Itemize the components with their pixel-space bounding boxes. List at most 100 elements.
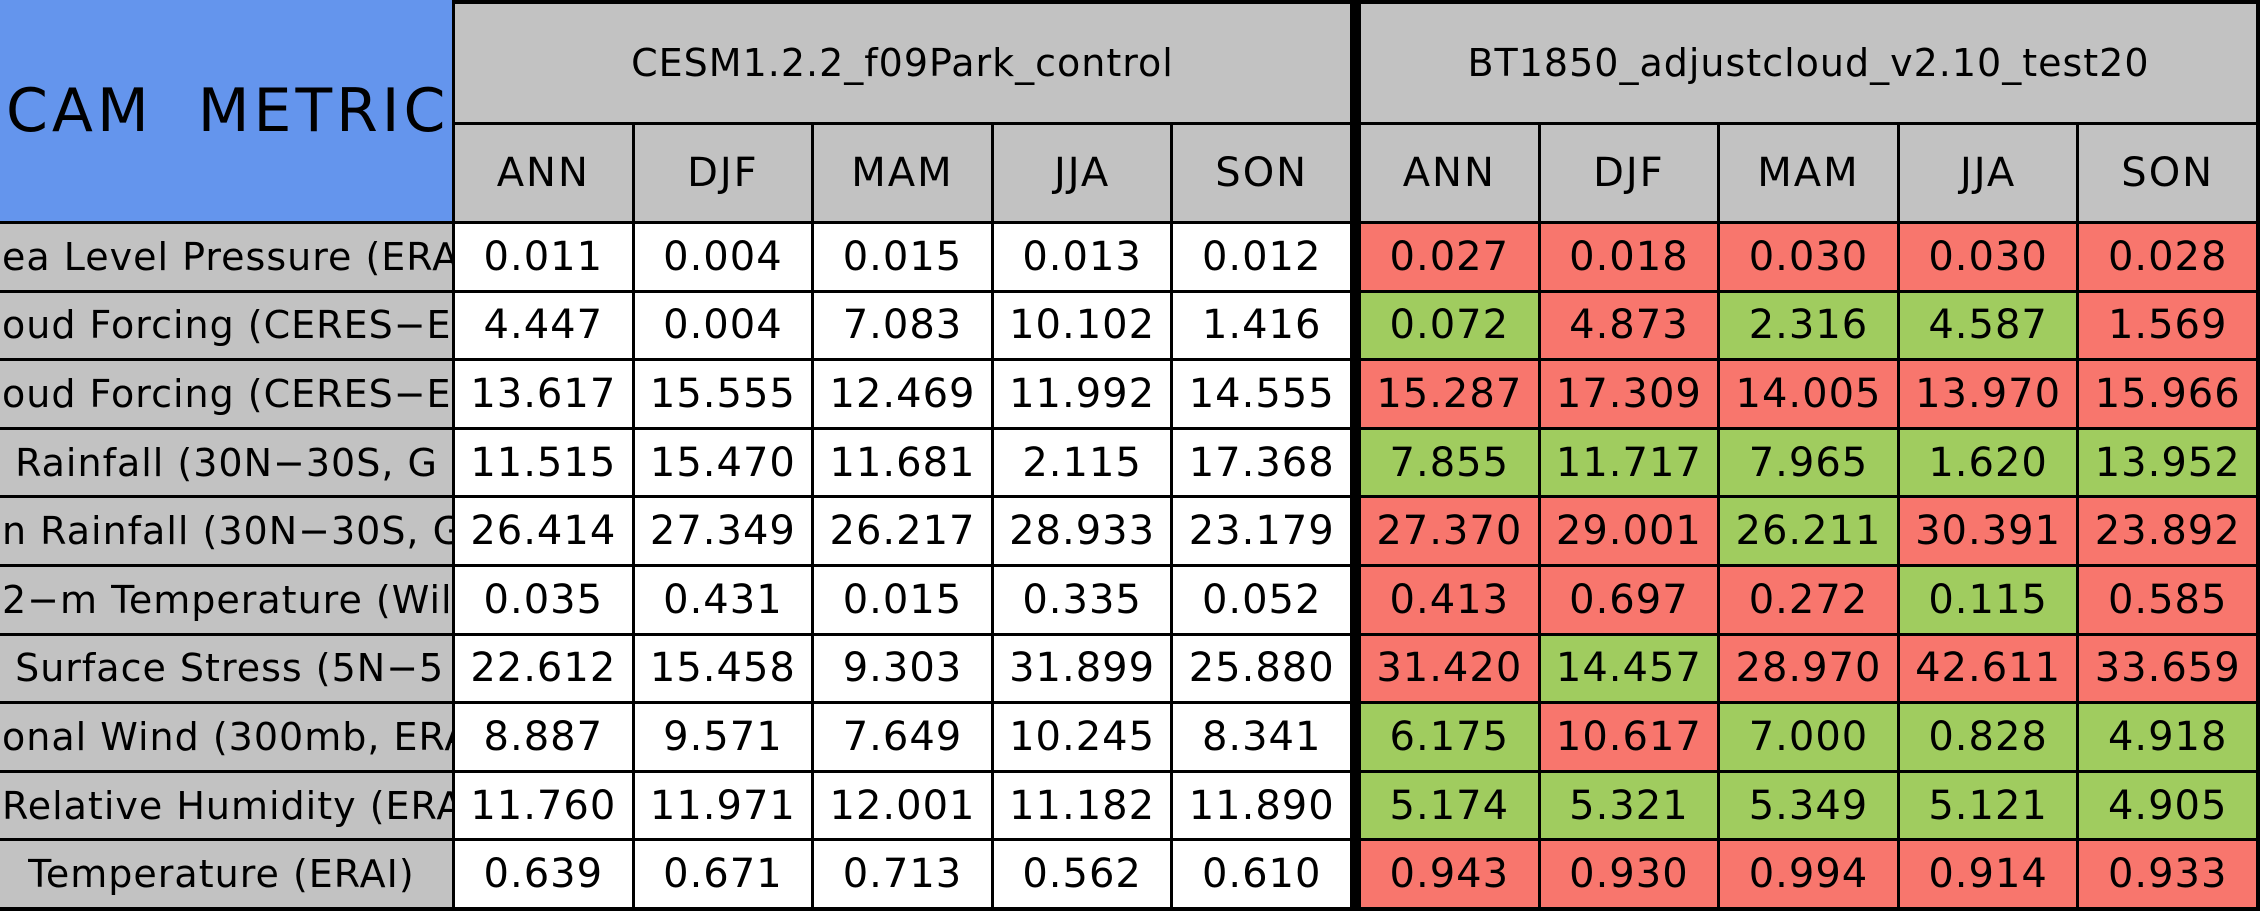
test-value-cell: 13.952 bbox=[2079, 429, 2256, 496]
control-value-cell: 0.011 bbox=[455, 224, 632, 290]
control-value-cell: 26.414 bbox=[455, 498, 632, 564]
control-value-cell: 0.335 bbox=[993, 566, 1171, 633]
metric-label: oud Forcing (CERES−E bbox=[0, 361, 452, 427]
control-value-cell: 15.555 bbox=[634, 361, 812, 427]
control-value-cell: 26.217 bbox=[814, 498, 991, 564]
test-value-cell: 33.659 bbox=[2079, 635, 2256, 702]
control-value-cell: 12.469 bbox=[814, 361, 991, 427]
model-header-control: CESM1.2.2_f09Park_control bbox=[455, 4, 1350, 122]
test-value-cell: 7.965 bbox=[1720, 429, 1897, 496]
control-value-cell: 11.515 bbox=[455, 429, 632, 496]
control-value-cell: 15.470 bbox=[634, 429, 812, 496]
test-value-cell: 0.697 bbox=[1540, 566, 1718, 633]
season-header: ANN bbox=[1361, 125, 1538, 221]
control-value-cell: 0.639 bbox=[455, 841, 632, 907]
control-value-cell: 9.303 bbox=[814, 635, 991, 702]
metric-label: Temperature (ERAI) bbox=[0, 841, 452, 907]
season-header: JJA bbox=[993, 125, 1171, 221]
control-value-cell: 0.562 bbox=[993, 841, 1171, 907]
table-title: CAM METRICS bbox=[6, 75, 452, 146]
season-header: SON bbox=[2079, 125, 2256, 221]
test-value-cell: 23.892 bbox=[2079, 498, 2256, 564]
control-value-cell: 0.013 bbox=[993, 224, 1171, 290]
test-value-cell: 31.420 bbox=[1361, 635, 1538, 702]
test-value-cell: 7.855 bbox=[1361, 429, 1538, 496]
control-value-cell: 7.649 bbox=[814, 704, 991, 770]
control-value-cell: 0.004 bbox=[634, 292, 812, 359]
metric-label: Surface Stress (5N−5 bbox=[0, 635, 452, 702]
control-value-cell: 25.880 bbox=[1173, 635, 1350, 702]
metric-label: Relative Humidity (ERAI bbox=[0, 772, 452, 839]
control-value-cell: 1.416 bbox=[1173, 292, 1350, 359]
season-header: ANN bbox=[455, 125, 632, 221]
season-header: MAM bbox=[814, 125, 991, 221]
control-value-cell: 11.992 bbox=[993, 361, 1171, 427]
test-value-cell: 13.970 bbox=[1899, 361, 2077, 427]
control-value-cell: 10.245 bbox=[993, 704, 1171, 770]
group-separator bbox=[1353, 0, 1358, 911]
control-value-cell: 4.447 bbox=[455, 292, 632, 359]
test-value-cell: 0.994 bbox=[1720, 841, 1897, 907]
control-value-cell: 22.612 bbox=[455, 635, 632, 702]
control-value-cell: 23.179 bbox=[1173, 498, 1350, 564]
test-value-cell: 0.018 bbox=[1540, 224, 1718, 290]
control-value-cell: 0.035 bbox=[455, 566, 632, 633]
test-value-cell: 7.000 bbox=[1720, 704, 1897, 770]
test-value-cell: 6.175 bbox=[1361, 704, 1538, 770]
test-value-cell: 30.391 bbox=[1899, 498, 2077, 564]
metric-label: ea Level Pressure (ERAI bbox=[0, 224, 452, 290]
control-value-cell: 13.617 bbox=[455, 361, 632, 427]
test-value-cell: 0.115 bbox=[1899, 566, 2077, 633]
test-value-cell: 5.121 bbox=[1899, 772, 2077, 839]
test-value-cell: 27.370 bbox=[1361, 498, 1538, 564]
metric-label: oud Forcing (CERES−E bbox=[0, 292, 452, 359]
control-value-cell: 9.571 bbox=[634, 704, 812, 770]
test-value-cell: 15.287 bbox=[1361, 361, 1538, 427]
control-value-cell: 0.012 bbox=[1173, 224, 1350, 290]
season-header: MAM bbox=[1720, 125, 1897, 221]
control-value-cell: 2.115 bbox=[993, 429, 1171, 496]
test-value-cell: 28.970 bbox=[1720, 635, 1897, 702]
control-value-cell: 7.083 bbox=[814, 292, 991, 359]
control-value-cell: 17.368 bbox=[1173, 429, 1350, 496]
test-value-cell: 0.272 bbox=[1720, 566, 1897, 633]
metric-label: Rainfall (30N−30S, G bbox=[0, 429, 452, 496]
test-value-cell: 4.918 bbox=[2079, 704, 2256, 770]
metric-label: 2−m Temperature (Will bbox=[0, 566, 452, 633]
test-value-cell: 14.005 bbox=[1720, 361, 1897, 427]
control-value-cell: 0.671 bbox=[634, 841, 812, 907]
test-value-cell: 0.413 bbox=[1361, 566, 1538, 633]
control-value-cell: 11.681 bbox=[814, 429, 991, 496]
test-value-cell: 14.457 bbox=[1540, 635, 1718, 702]
metric-label: n Rainfall (30N−30S, G bbox=[0, 498, 452, 564]
table-title-cell: CAM METRICS bbox=[0, 0, 452, 221]
test-value-cell: 0.028 bbox=[2079, 224, 2256, 290]
control-value-cell: 0.015 bbox=[814, 224, 991, 290]
metric-label: onal Wind (300mb, ERA bbox=[0, 704, 452, 770]
control-value-cell: 11.760 bbox=[455, 772, 632, 839]
test-value-cell: 2.316 bbox=[1720, 292, 1897, 359]
control-value-cell: 12.001 bbox=[814, 772, 991, 839]
test-value-cell: 26.211 bbox=[1720, 498, 1897, 564]
control-value-cell: 0.713 bbox=[814, 841, 991, 907]
control-value-cell: 0.004 bbox=[634, 224, 812, 290]
test-value-cell: 11.717 bbox=[1540, 429, 1718, 496]
test-value-cell: 0.828 bbox=[1899, 704, 2077, 770]
test-value-cell: 0.933 bbox=[2079, 841, 2256, 907]
control-value-cell: 27.349 bbox=[634, 498, 812, 564]
test-value-cell: 1.620 bbox=[1899, 429, 2077, 496]
control-value-cell: 11.971 bbox=[634, 772, 812, 839]
test-value-cell: 15.966 bbox=[2079, 361, 2256, 427]
control-value-cell: 0.052 bbox=[1173, 566, 1350, 633]
test-value-cell: 0.943 bbox=[1361, 841, 1538, 907]
test-value-cell: 10.617 bbox=[1540, 704, 1718, 770]
test-value-cell: 0.914 bbox=[1899, 841, 2077, 907]
test-value-cell: 0.030 bbox=[1720, 224, 1897, 290]
test-value-cell: 4.587 bbox=[1899, 292, 2077, 359]
season-header: JJA bbox=[1899, 125, 2077, 221]
control-value-cell: 28.933 bbox=[993, 498, 1171, 564]
test-value-cell: 29.001 bbox=[1540, 498, 1718, 564]
test-value-cell: 0.072 bbox=[1361, 292, 1538, 359]
control-value-cell: 31.899 bbox=[993, 635, 1171, 702]
